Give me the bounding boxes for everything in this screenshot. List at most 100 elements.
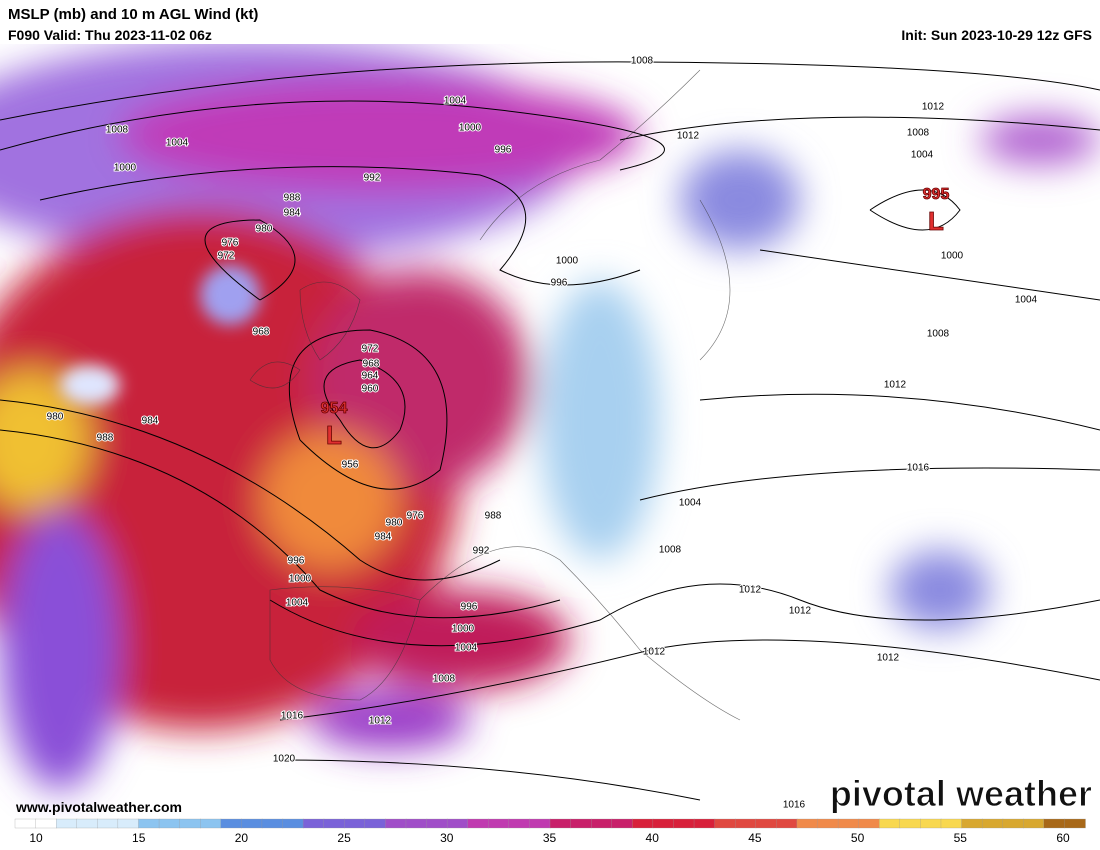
isobar-label: 1012	[789, 606, 812, 617]
colorbar-swatch	[261, 818, 284, 829]
colorbar-swatch	[1023, 818, 1045, 829]
colorbar-swatch	[735, 818, 757, 829]
isobars	[0, 61, 1100, 801]
colorbar-swatch	[858, 818, 880, 829]
colorbar-swatch	[97, 818, 119, 829]
isobar-label: 1008	[927, 329, 950, 340]
colorbar-swatch	[508, 818, 531, 829]
isobar-label: 1000	[556, 256, 579, 267]
isobar-label: 1016	[907, 463, 930, 474]
low-symbol: L	[928, 206, 944, 236]
colorbar-swatch	[344, 818, 366, 829]
colorbar-tick-label: 10	[29, 831, 43, 845]
colorbar-swatch	[56, 818, 78, 829]
colorbar-swatch	[652, 818, 675, 829]
isobar-label: 996	[288, 556, 305, 567]
isobar-label: 1004	[911, 150, 934, 161]
isobar-label: 1012	[884, 380, 907, 391]
isobar-label: 1004	[1015, 295, 1038, 306]
isobar-label: 1000	[941, 251, 964, 262]
isobar-label: 996	[495, 145, 512, 156]
colorbar-swatch	[755, 818, 777, 829]
colorbar-swatch	[940, 818, 963, 829]
colorbar-swatch	[467, 818, 489, 829]
title: MSLP (mb) and 10 m AGL Wind (kt)	[8, 6, 258, 23]
isobar-label: 1012	[739, 585, 762, 596]
colorbar-swatch	[426, 818, 448, 829]
colorbar-swatch	[488, 818, 510, 829]
isobar-label: 980	[386, 518, 403, 529]
colorbar-tick-label: 35	[543, 831, 557, 845]
colorbar-swatch	[714, 818, 736, 829]
isobar-label: 980	[47, 412, 64, 423]
isobar-label: 1000	[114, 163, 137, 174]
colorbar-swatch	[837, 818, 860, 829]
isobar-label: 964	[362, 371, 379, 382]
isobar-label: 988	[284, 193, 301, 204]
colorbar-swatch	[817, 818, 839, 829]
colorbar-swatch	[981, 818, 1004, 829]
isobar-label: 992	[364, 173, 381, 184]
colorbar-swatch	[591, 818, 613, 829]
isobar-label: 976	[222, 238, 239, 249]
isobar-label: 996	[551, 278, 568, 289]
isobar-label: 960	[362, 384, 379, 395]
colorbar-swatch	[158, 818, 181, 829]
isobar-label: 1012	[677, 131, 700, 142]
colorbar-swatch	[282, 818, 304, 829]
colorbar-tick-label: 15	[132, 831, 146, 845]
colorbar-swatch	[385, 818, 407, 829]
isobar-label: 984	[375, 532, 392, 543]
isobar-label: 1004	[286, 598, 309, 609]
isobar-label: 1008	[907, 128, 930, 139]
colorbar-swatch	[138, 818, 160, 829]
colorbar-tick-label: 40	[646, 831, 660, 845]
low-pressure: 954	[321, 400, 348, 417]
colorbar-swatch	[241, 818, 263, 829]
isobar-label: 1004	[444, 96, 467, 107]
colorbar-swatch	[179, 818, 201, 829]
colorbar-swatch	[220, 818, 242, 829]
coastlines	[249, 69, 741, 721]
isobar-label: 1020	[273, 754, 296, 765]
colorbar-swatch	[570, 818, 592, 829]
isobar-label: 1008	[659, 545, 682, 556]
logo: pivotal weather	[830, 773, 1092, 814]
isobar-label: 968	[363, 359, 380, 370]
isobar-label: 1012	[643, 647, 666, 658]
colorbar: 10 15 20 25 30 35 40 45 50 55 60	[14, 818, 1086, 845]
colorbar-tick-label: 55	[954, 831, 968, 845]
colorbar-swatch	[961, 818, 983, 829]
colorbar-swatch	[920, 818, 942, 829]
colorbar-swatch	[200, 818, 222, 829]
isobar-label: 972	[362, 344, 379, 355]
colorbar-swatch	[117, 818, 140, 829]
init-time: Init: Sun 2023-10-29 12z GFS	[901, 27, 1092, 43]
isobar-label: 984	[142, 416, 159, 427]
isobar-label: 1016	[783, 800, 806, 811]
valid-time: F090 Valid: Thu 2023-11-02 06z	[8, 27, 212, 43]
isobar-label: 1004	[455, 643, 478, 654]
isobar-label: 1000	[452, 624, 475, 635]
map: 954 L 995 L 1008 1004 1000 996 992 988 984 980 9…	[0, 44, 1100, 818]
isobar-label: 1012	[877, 653, 900, 664]
colorbar-tick-label: 25	[337, 831, 351, 845]
isobar-label: 1008	[106, 125, 129, 136]
colorbar-swatch	[1002, 818, 1024, 829]
isobar-label: 1012	[922, 102, 945, 113]
low-pressure: 995	[923, 186, 950, 203]
colorbar-swatch	[1043, 818, 1066, 829]
isobar-label: 1004	[679, 498, 702, 509]
isobar-labels: 1008 1004 1000 996 992 988 984 980 976 972 968 972 9…	[46, 55, 1039, 812]
colorbar-swatch	[14, 818, 37, 829]
isobar-label: 968	[253, 327, 270, 338]
colorbar-tick-label: 20	[235, 831, 249, 845]
isobar-label: 984	[284, 208, 301, 219]
colorbar-swatch	[76, 818, 98, 829]
website: www.pivotalweather.com	[15, 799, 182, 815]
colorbar-swatch	[446, 818, 469, 829]
colorbar-swatch	[632, 818, 654, 829]
colorbar-swatch	[35, 818, 57, 829]
isobar-label: 1004	[166, 138, 189, 149]
isobar-label: 988	[97, 433, 114, 444]
